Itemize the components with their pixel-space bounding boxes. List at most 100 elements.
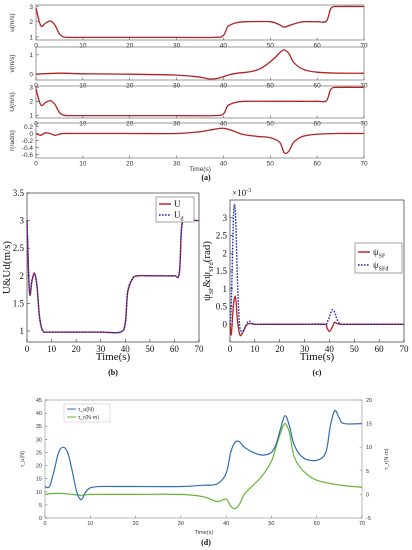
x-tick-label: 50	[267, 121, 275, 128]
y-tick-label: 2.5	[216, 231, 228, 241]
subplot-frame	[35, 122, 365, 159]
y-axis-label: u(m/s)	[9, 13, 16, 31]
legend: UUd	[155, 196, 195, 223]
x-axis-label: Time(s)	[96, 351, 131, 363]
x-tick-label: 60	[170, 344, 180, 354]
x-tick-label: 20	[126, 161, 134, 168]
legend-label-tau-r: τ_r(N·m)	[78, 415, 99, 421]
legend: τ_u(N) τ_r(N·m)	[63, 403, 111, 423]
y-left-tick-label: 15	[36, 477, 42, 483]
panel-c: 00.511.522.530 10 20 30 40 50 60 70×10-3Time(s)…	[201, 188, 409, 377]
series-line	[35, 49, 365, 80]
y-axis-label: ψSF&ψSFd(rad)	[201, 241, 215, 301]
x-tick-label: 0	[34, 43, 38, 50]
y-tick-label: 2	[29, 19, 33, 26]
x-tick-label: 30	[173, 43, 181, 50]
x-tick-label: 30	[178, 521, 184, 527]
series-line-tau-u	[44, 409, 363, 501]
caption-b: (b)	[108, 368, 118, 377]
y-left-tick-label: 30	[36, 437, 42, 443]
y-tick-label: 1	[223, 284, 228, 294]
legend-box	[155, 196, 195, 223]
x-tick-label: 60	[314, 121, 322, 128]
x-tick-label: 50	[267, 43, 275, 50]
series-line-tau-r	[44, 423, 363, 510]
x-tick-label: 60	[314, 161, 322, 168]
y-tick-label: 2	[29, 99, 33, 106]
y-tick-label: 2	[223, 248, 228, 258]
y-tick-label: 2.5	[13, 243, 25, 253]
y-tick-label: 3	[20, 216, 25, 226]
x-tick-label: 40	[220, 121, 228, 128]
y-right-tick-label: 15	[366, 422, 372, 428]
x-tick-label: 40	[325, 344, 335, 354]
x-tick-label: 40	[220, 161, 228, 168]
series-line-Ud	[26, 219, 200, 334]
legend-label-Ud: Ud	[174, 210, 184, 223]
y-left-tick-label: 45	[36, 398, 42, 404]
x-tick-label: 40	[223, 521, 229, 527]
y-tick-label: 1	[20, 326, 25, 336]
y-axis-label: U&Ud(m/s)	[1, 241, 13, 295]
y-tick-label: 1	[29, 34, 33, 41]
y-left-tick-label: 40	[36, 411, 42, 417]
x-tick-label: 0	[43, 521, 46, 527]
x-tick-label: 30	[173, 161, 181, 168]
y-tick-label: 3.5	[13, 188, 25, 198]
y-axis-label: v(m/s)	[9, 54, 16, 72]
subplot-frame	[35, 46, 365, 81]
y-left-tick-label: 10	[36, 490, 42, 496]
x-tick-label: 50	[268, 521, 274, 527]
series-line	[35, 86, 365, 117]
y-axis-label: U(m/s)	[9, 92, 16, 112]
series-line	[35, 127, 365, 155]
x-tick-label: 70	[360, 43, 368, 50]
x-tick-label: 10	[79, 161, 87, 168]
x-tick-label: 60	[314, 521, 320, 527]
x-tick-label: 70	[400, 344, 410, 354]
x-tick-label: 10	[47, 344, 57, 354]
subplot-a-2: 010 10 20 30 40 50 60 70v(m/s)	[9, 46, 368, 90]
x-tick-label: 10	[79, 43, 87, 50]
subplot-frame	[35, 85, 365, 119]
y-tick-label: 3	[29, 4, 33, 11]
x-tick-label: 10	[79, 121, 87, 128]
y-tick-label: 3	[29, 85, 33, 92]
caption-c: (c)	[313, 368, 322, 377]
x-tick-label: 10	[87, 521, 93, 527]
y-left-axis-label: τ_u(N)	[20, 451, 26, 467]
x-tick-label: 30	[300, 344, 310, 354]
legend-label: ψSFd	[373, 260, 388, 273]
y-tick-label: 0	[223, 319, 228, 329]
caption-d: (d)	[201, 538, 211, 547]
x-tick-label: 70	[195, 344, 205, 354]
x-tick-label: 20	[275, 344, 285, 354]
series-line	[35, 5, 365, 39]
y-right-axis-label: τ_r(N·m)	[384, 448, 390, 469]
x-tick-label: 50	[350, 344, 360, 354]
y-tick-label: 1	[29, 52, 33, 59]
x-tick-label: 0	[34, 161, 38, 168]
y-tick-label: 0.2	[24, 124, 33, 131]
y-tick-label: 2	[20, 271, 25, 281]
legend-label-U: U	[174, 199, 181, 209]
subplot-frame	[35, 4, 365, 41]
x-tick-label: 60	[314, 43, 322, 50]
y-right-tick-label: -5	[366, 516, 371, 522]
x-tick-label: 70	[359, 521, 365, 527]
x-axis-label: Time(s)	[189, 166, 211, 173]
y-tick-label: 3	[223, 213, 228, 223]
x-axis-label: Time(s)	[300, 351, 335, 363]
y-tick-label: 0.5	[216, 302, 228, 312]
y-tick-label: 1.5	[216, 266, 228, 276]
x-tick-label: 20	[72, 344, 82, 354]
y-left-tick-label: 35	[36, 424, 42, 430]
legend-box	[354, 242, 403, 274]
x-tick-label: 60	[375, 344, 385, 354]
y-tick-label: -0.4	[22, 145, 34, 152]
x-tick-label: 20	[133, 521, 139, 527]
